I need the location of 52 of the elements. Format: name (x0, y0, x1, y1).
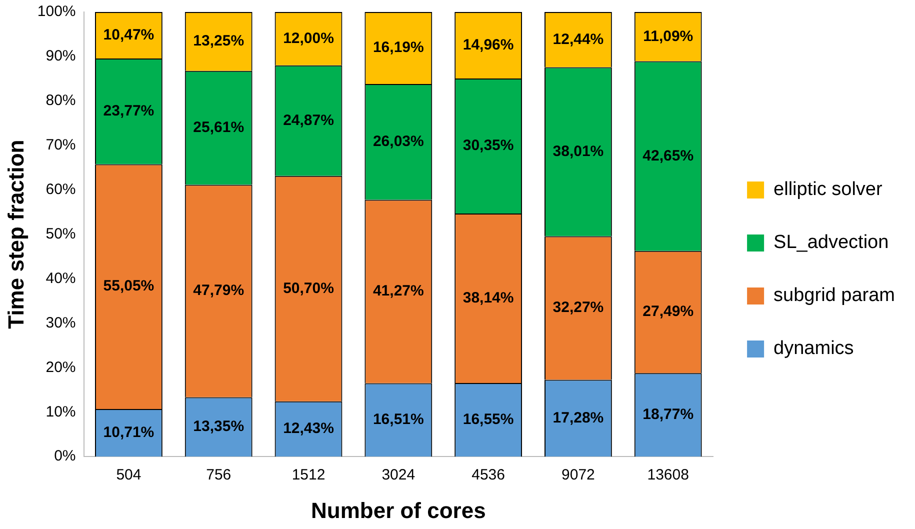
data-label: 25,61% (193, 118, 244, 136)
data-label: 26,03% (372, 132, 424, 150)
y-tick-label: 0% (54, 448, 76, 465)
data-label: 27,49% (642, 303, 694, 320)
y-tick-label: 20% (46, 358, 76, 376)
data-label: 10,47% (103, 26, 154, 44)
legend-label: SL_advection (774, 232, 889, 254)
data-label: 12,44% (552, 30, 604, 48)
x-tick-label: 756 (206, 466, 232, 484)
x-tick-label: 9072 (562, 466, 595, 484)
data-label: 11,09% (643, 28, 694, 45)
data-label: 13,35% (193, 418, 244, 436)
data-label: 38,14% (462, 289, 514, 306)
legend-label: elliptic solver (774, 179, 883, 200)
data-label: 38,01% (552, 142, 604, 160)
x-tick-label: 504 (116, 466, 142, 484)
data-label: 42,65% (642, 147, 694, 164)
data-label: 55,05% (103, 278, 154, 295)
data-label: 41,27% (372, 282, 424, 300)
data-label: 12,43% (283, 420, 334, 438)
y-tick-label: 90% (46, 48, 76, 65)
y-tick-label: 100% (37, 3, 76, 20)
data-label: 47,79% (193, 282, 244, 300)
y-tick-label: 80% (46, 92, 76, 110)
x-tick-label: 3024 (382, 466, 416, 484)
legend-label: dynamics (774, 338, 854, 360)
data-label: 16,55% (462, 410, 514, 428)
data-label: 16,51% (372, 411, 424, 428)
x-tick-label: 4536 (472, 466, 505, 484)
y-tick-label: 60% (46, 180, 76, 198)
data-label: 32,27% (552, 299, 604, 316)
data-label: 23,77% (103, 102, 154, 120)
data-label: 14,96% (462, 36, 514, 54)
x-tick-label: 1512 (292, 466, 326, 484)
x-axis-title: Number of cores (310, 498, 486, 523)
data-label: 30,35% (462, 137, 514, 154)
data-label: 12,00% (283, 30, 334, 47)
data-label: 18,77% (642, 406, 694, 424)
data-label: 10,71% (103, 424, 154, 441)
data-label: 16,19% (372, 39, 424, 56)
y-axis-title: Time step fraction (3, 140, 28, 329)
data-label: 50,70% (283, 280, 334, 297)
data-label: 17,28% (552, 409, 604, 426)
y-tick-label: 70% (46, 136, 76, 154)
y-tick-label: 40% (46, 270, 76, 287)
y-tick-label: 10% (46, 403, 76, 420)
legend-label: subgrid param (774, 285, 896, 306)
y-tick-label: 50% (46, 225, 76, 242)
data-label: 13,25% (193, 32, 244, 50)
y-tick-label: 30% (46, 314, 76, 332)
data-label: 24,87% (283, 112, 334, 129)
x-tick-label: 13608 (647, 466, 689, 484)
